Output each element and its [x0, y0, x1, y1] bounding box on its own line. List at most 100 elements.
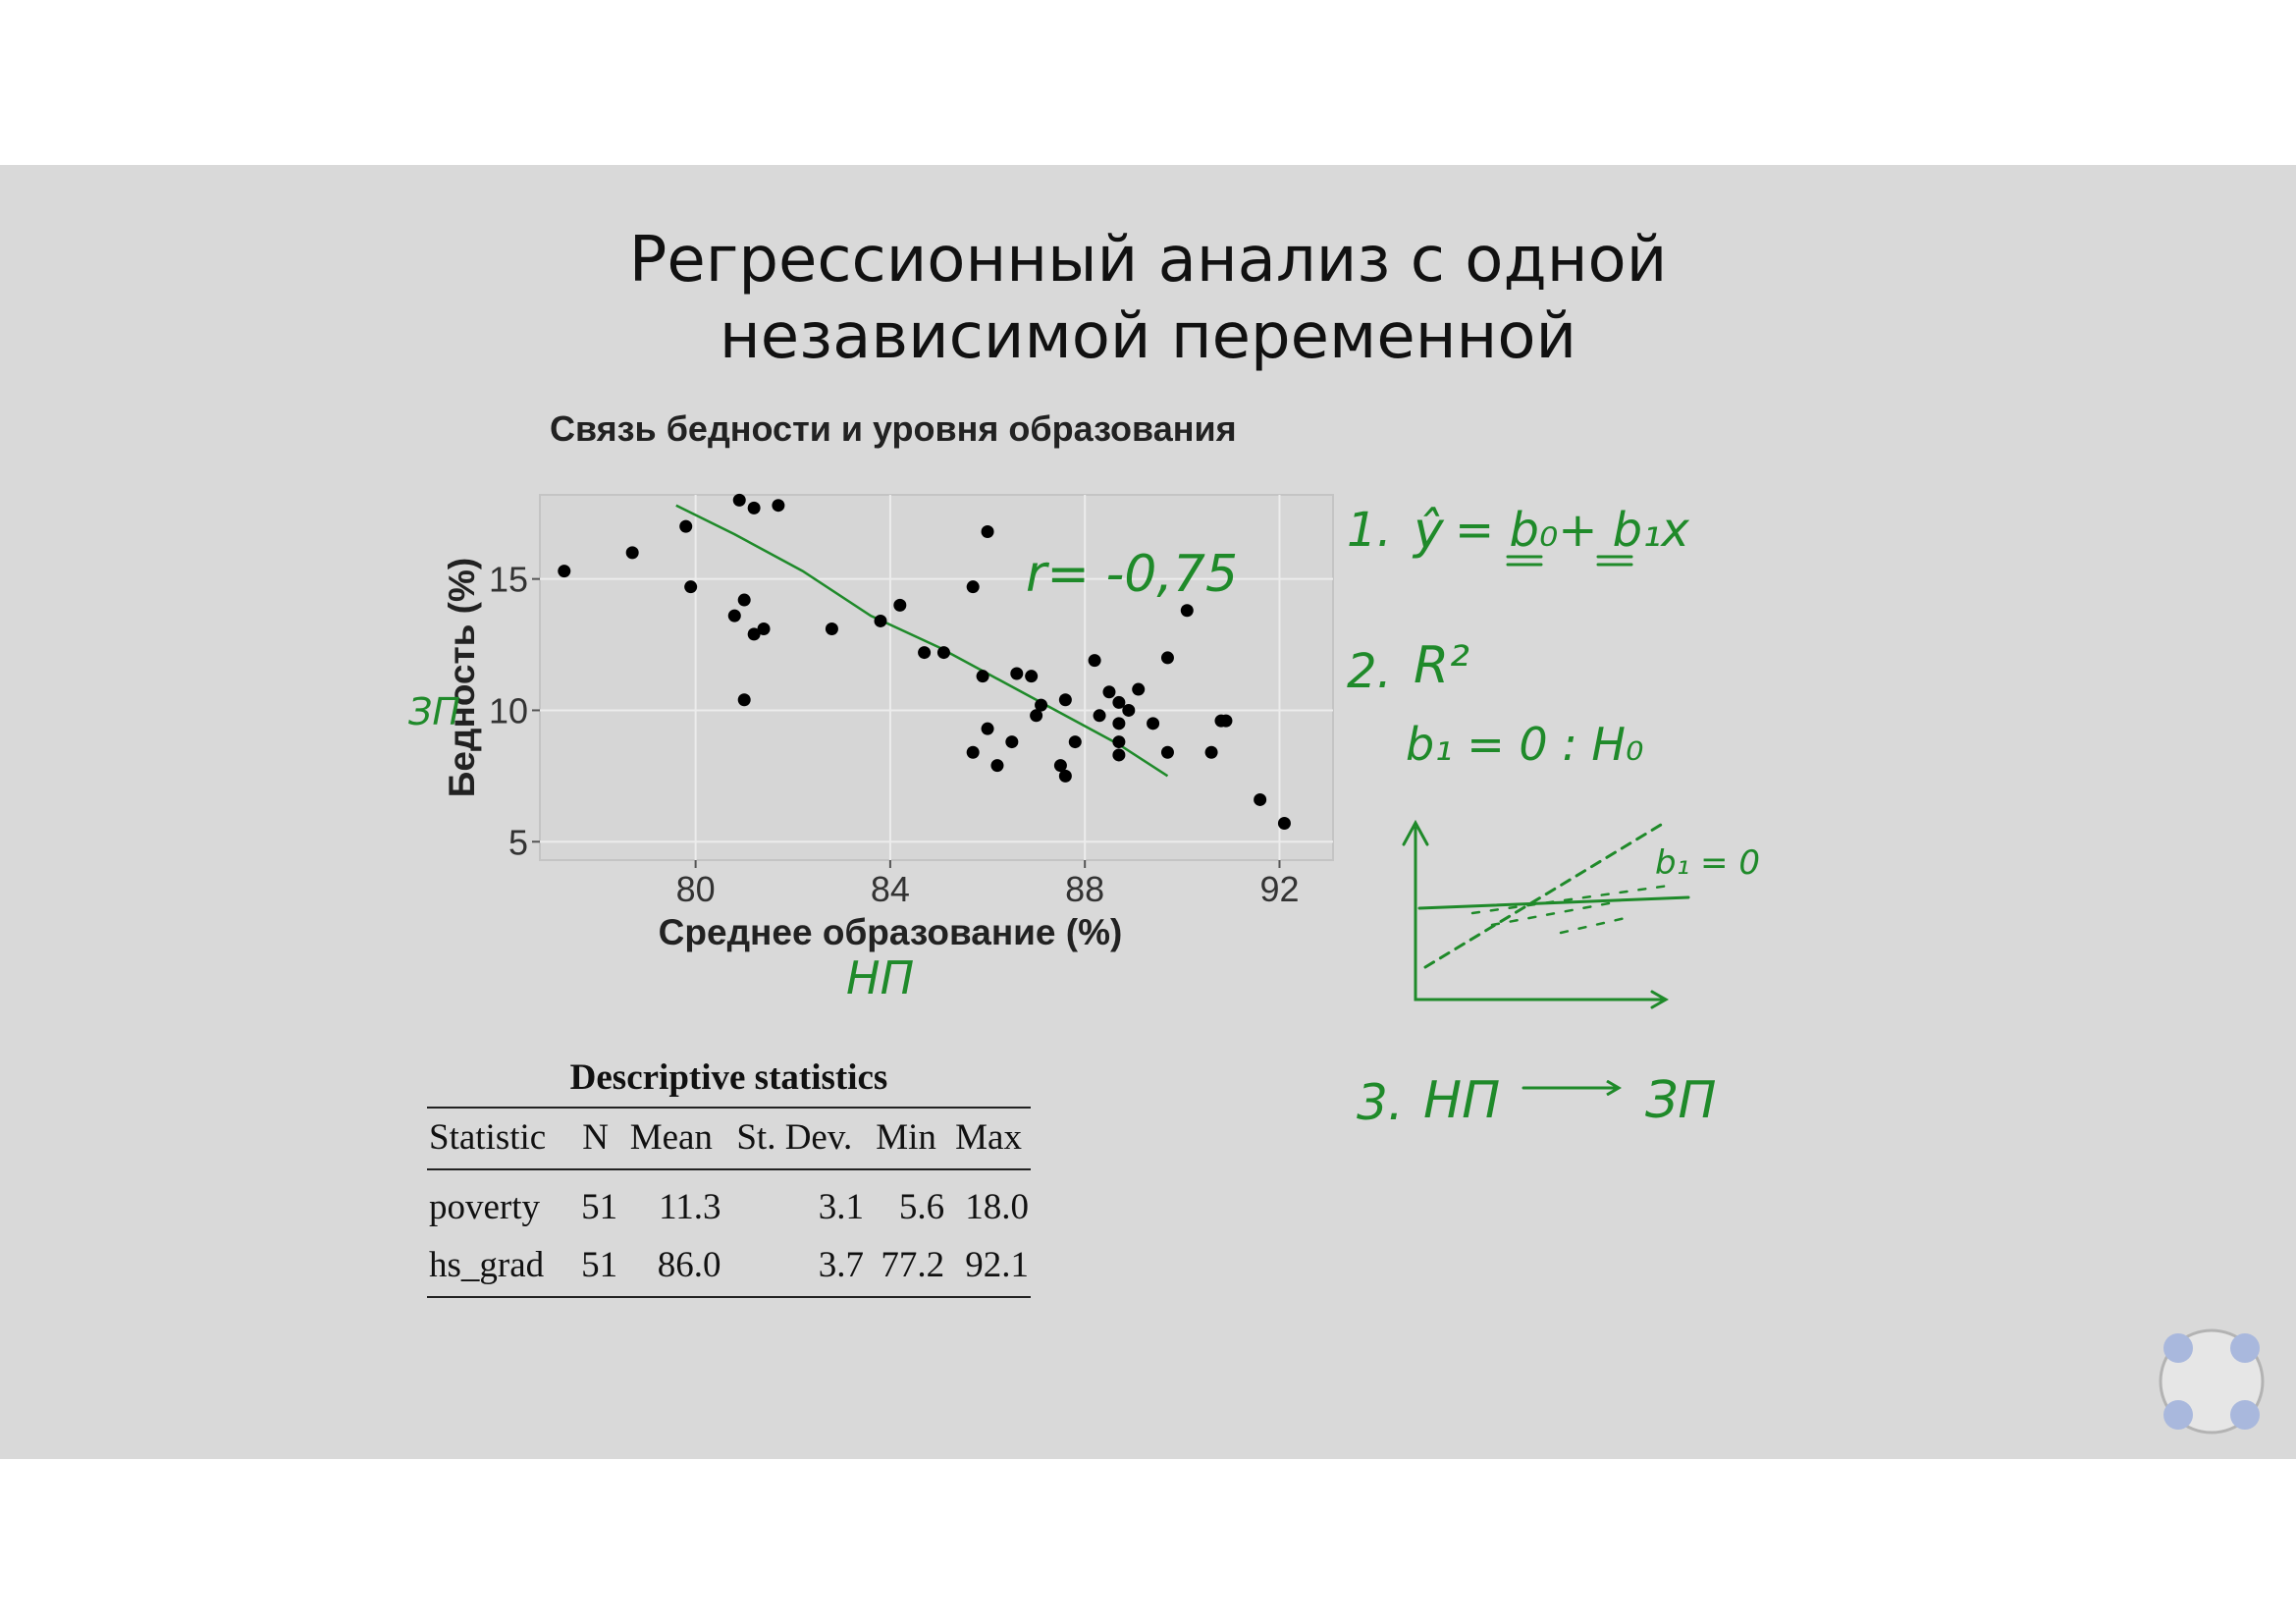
- data-point: [966, 745, 980, 759]
- table-row: poverty 51 11.3 3.1 5.6 18.0: [427, 1169, 1031, 1236]
- data-point: [1254, 792, 1267, 806]
- data-point: [679, 519, 693, 533]
- y-tick-label: 15: [489, 560, 528, 600]
- x-tick-label: 80: [676, 869, 716, 909]
- sketch-x-arrow-icon: [1650, 990, 1670, 1009]
- table-cell: 3.1: [818, 1187, 865, 1227]
- formula-3-from: НП: [1423, 1071, 1500, 1130]
- underline-b1: [1596, 555, 1633, 567]
- data-point: [1147, 717, 1160, 731]
- trend-line: [675, 504, 1169, 778]
- data-point: [1005, 735, 1019, 749]
- data-point: [1122, 703, 1136, 717]
- table-row: hs_grad 51 86.0 3.7 77.2 92.1: [427, 1236, 1031, 1297]
- data-point: [1102, 685, 1116, 699]
- data-point: [1068, 735, 1082, 749]
- sketch-label: b₁ = 0: [1655, 843, 1760, 883]
- grid: [540, 495, 1333, 860]
- stats-header: Mean: [629, 1117, 713, 1158]
- x-tick-label: 88: [1065, 869, 1104, 909]
- stats-header: Max: [955, 1117, 1022, 1158]
- data-point: [558, 565, 571, 578]
- data-point: [1160, 745, 1174, 759]
- table-cell: 3.7: [818, 1245, 865, 1285]
- data-point: [990, 759, 1004, 773]
- sketch-y-arrow-icon: [1402, 819, 1429, 846]
- sketch-steep-line: [1423, 823, 1663, 969]
- table-cell: 51: [581, 1187, 618, 1227]
- formula-1-number: 1.: [1347, 503, 1392, 558]
- handwritten-notes: r= -0,75 ЗП НП 1. ŷ = b₀+ b₁x 2. R² b₁ =…: [408, 502, 1760, 1131]
- formula-3-number: 3.: [1357, 1074, 1404, 1131]
- data-point: [1093, 709, 1106, 723]
- table-cell: poverty: [429, 1187, 541, 1227]
- handwritten-strokes: [1402, 555, 1690, 1088]
- data-point: [1204, 745, 1218, 759]
- data-point: [981, 722, 994, 735]
- data-point: [976, 670, 989, 683]
- formula-2-r-squared: R²: [1414, 636, 1469, 695]
- sketch-flat-line: [1417, 895, 1690, 910]
- data-point: [1025, 670, 1039, 683]
- data-point: [757, 622, 771, 635]
- slide-title-line-2: независимой переменной: [719, 300, 1577, 373]
- camera-widget-icon[interactable]: [2155, 1326, 2269, 1436]
- table-cell: 51: [581, 1245, 618, 1285]
- descriptive-statistics: Descriptive statistics Statistic N Mean …: [427, 1050, 1031, 1298]
- x-tick-label: 92: [1259, 869, 1299, 909]
- data-point: [1219, 714, 1233, 728]
- data-point: [918, 646, 932, 660]
- y-axis-label: Бедность (%): [442, 558, 482, 797]
- data-point: [1160, 651, 1174, 665]
- data-point: [747, 501, 761, 514]
- data-point: [1112, 735, 1126, 749]
- stats-header: N: [582, 1117, 610, 1158]
- table-cell: hs_grad: [429, 1245, 545, 1285]
- x-axis-label: Среднее образование (%): [659, 912, 1123, 952]
- formula-2-number: 2.: [1347, 644, 1392, 699]
- data-point: [684, 580, 698, 594]
- table-cell: 11.3: [659, 1187, 721, 1227]
- stats-header: Statistic: [429, 1117, 547, 1158]
- hypothesis-note: b₁ = 0 : H₀: [1406, 718, 1643, 771]
- data-point: [1035, 698, 1048, 712]
- data-point: [1180, 604, 1194, 618]
- y-tick-label: 10: [489, 690, 528, 731]
- data-point: [737, 593, 751, 607]
- table-cell: 5.6: [898, 1187, 945, 1227]
- data-point: [1112, 717, 1126, 731]
- data-point: [936, 646, 950, 660]
- sketch-alt-lines: [1470, 884, 1671, 935]
- x-axis: 80 84 88 92: [676, 860, 1299, 909]
- data-point: [747, 627, 761, 641]
- sketch-axes: [1414, 826, 1666, 1001]
- table-cell: 92.1: [965, 1245, 1029, 1285]
- y-tick-label: 5: [508, 822, 528, 862]
- stats-table: Statistic N Mean St. Dev. Min Max povert…: [427, 1107, 1031, 1298]
- plot-panel: [539, 494, 1334, 861]
- data-point: [737, 693, 751, 707]
- data-point: [893, 598, 907, 612]
- data-point: [1088, 654, 1101, 668]
- data-point: [1132, 682, 1146, 696]
- independent-variable-note: НП: [846, 951, 914, 1004]
- y-axis: 5 10 15: [489, 560, 540, 862]
- data-point: [625, 546, 639, 560]
- formula-1-yhat: ŷ: [1412, 502, 1445, 561]
- underline-b0: [1506, 555, 1543, 567]
- data-point: [727, 609, 741, 623]
- data-point: [1058, 769, 1072, 783]
- data-point: [825, 622, 838, 635]
- table-cell: 86.0: [657, 1245, 721, 1285]
- data-point: [981, 524, 994, 538]
- data-point: [1058, 693, 1072, 707]
- formula-3-to: ЗП: [1645, 1071, 1716, 1130]
- r-value-note: r= -0,75: [1026, 545, 1238, 604]
- stats-header: Min: [876, 1117, 936, 1158]
- formula-1-rhs: = b₀+ b₁x: [1455, 503, 1689, 558]
- stats-header-row: Statistic N Mean St. Dev. Min Max: [427, 1108, 1031, 1169]
- scatter-points: [558, 493, 1291, 831]
- data-point: [1112, 748, 1126, 762]
- slide-title: Регрессионный анализ с одной независимой…: [0, 222, 2296, 375]
